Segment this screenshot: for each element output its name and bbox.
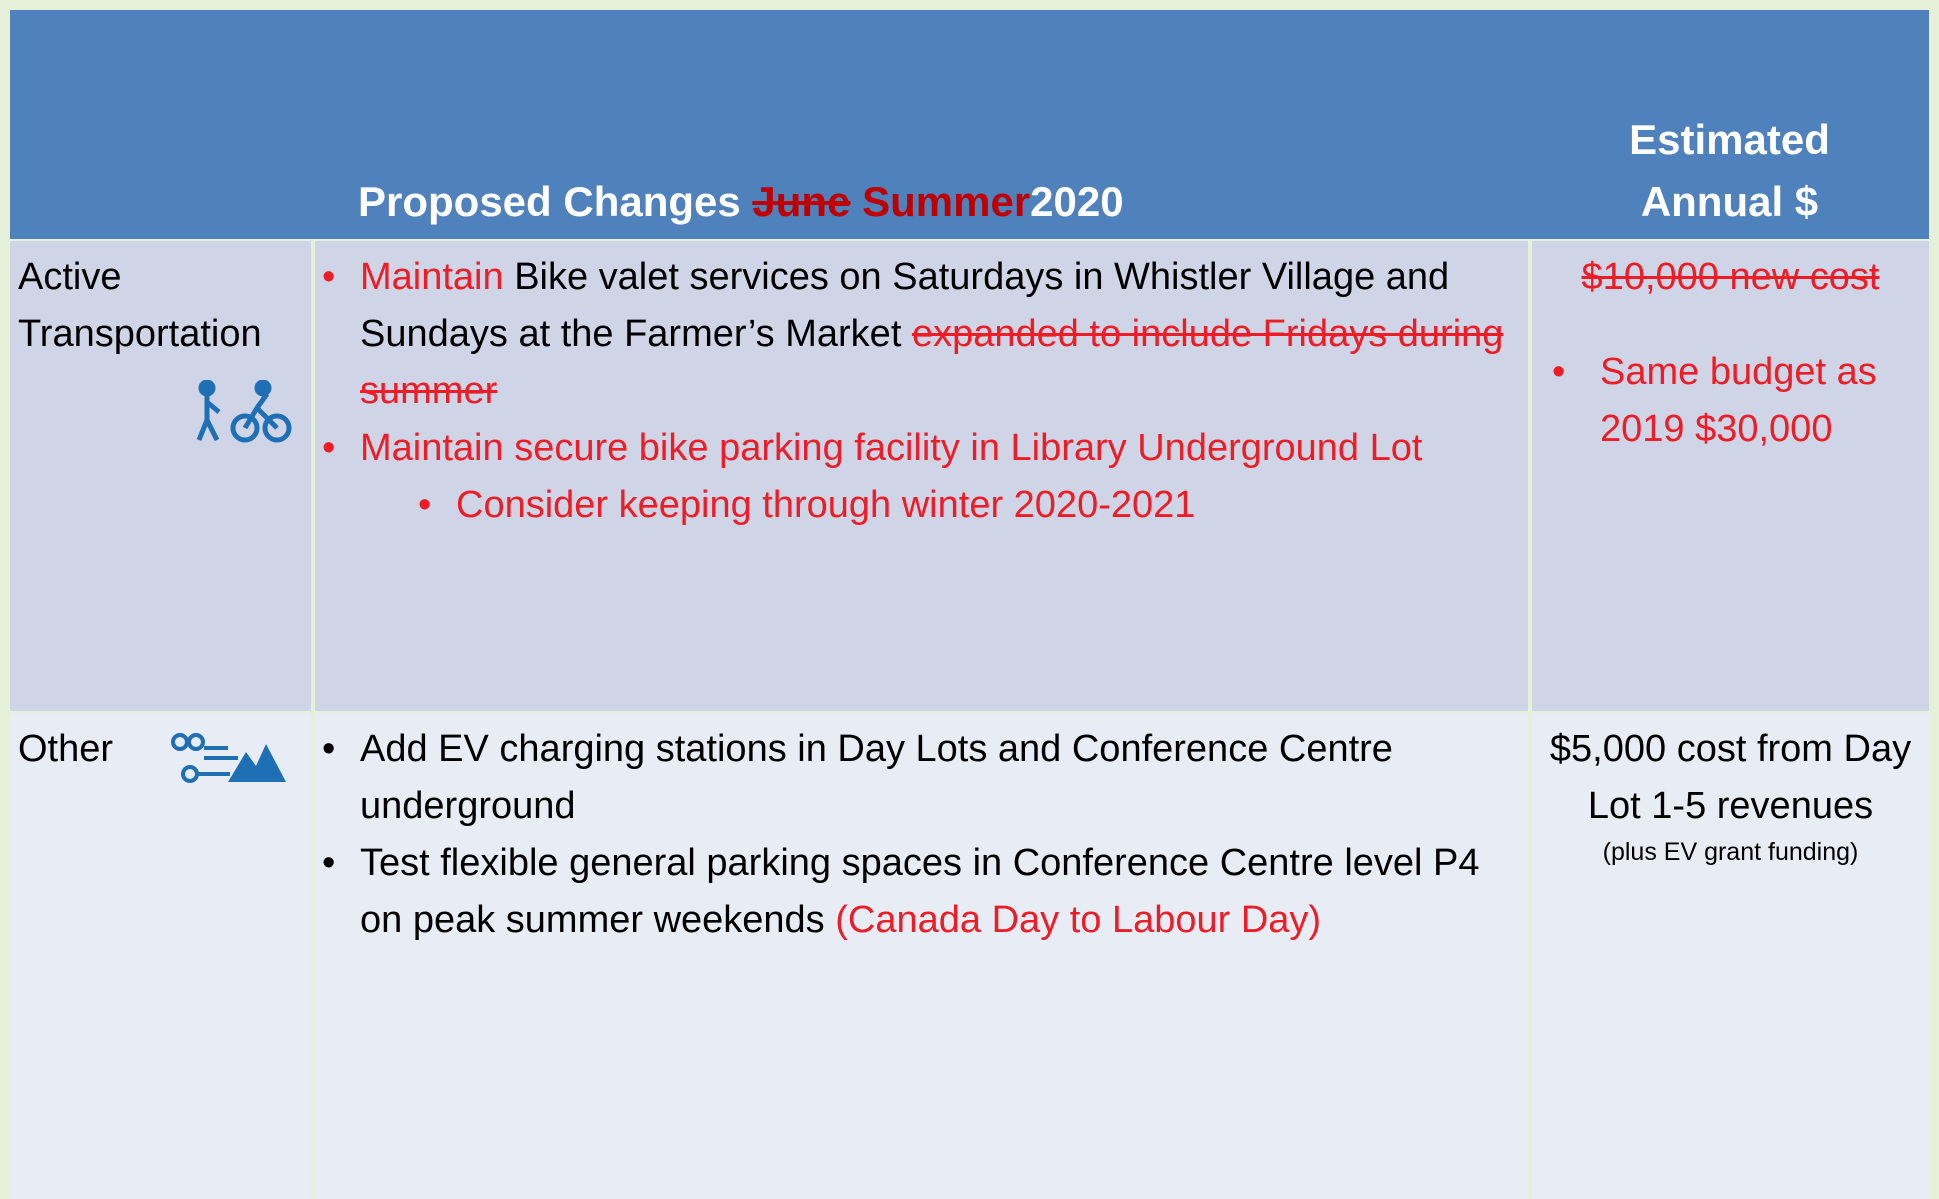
bullet: • — [322, 842, 336, 884]
changes-cell: • Maintain Bike valet services on Saturda… — [315, 241, 1528, 711]
category-cell: Other — [10, 713, 311, 1199]
bullet: • — [322, 427, 336, 469]
bullet: • — [322, 728, 336, 770]
changes-cell: • Add EV charging stations in Day Lots an… — [315, 713, 1528, 1199]
text-run: Add EV charging stations in Day Lots and… — [360, 728, 1393, 827]
text-run: Maintain secure bike parking facility in… — [360, 427, 1423, 469]
bullet-item: • Maintain secure bike parking facility i… — [322, 420, 1518, 477]
text-run: Bike valet services on Saturdays in Whis… — [360, 256, 1450, 355]
active-transport-icon — [196, 380, 292, 443]
text-run: expanded to include Fridays during summe… — [360, 313, 1504, 412]
text-run: (Canada Day to Labour Day) — [835, 899, 1322, 941]
bullet: • — [1552, 351, 1566, 393]
text-run: Test flexible general parking spaces in … — [360, 842, 1480, 941]
text-run: 2020 — [1030, 178, 1124, 225]
category-label: Other — [18, 728, 114, 770]
cost-item: (plus EV grant funding) — [1546, 835, 1915, 869]
bullet-item: • Consider keeping through winter 2020-20… — [418, 477, 1518, 534]
text-run: Consider keeping through winter 2020-202… — [456, 484, 1196, 526]
category-label: Active Transportation — [18, 256, 262, 355]
text-run: Estimated Annual $ — [1629, 116, 1830, 225]
text-run: $5,000 cost from Day Lot 1-5 revenues — [1549, 728, 1912, 827]
cost-item: $5,000 cost from Day Lot 1-5 revenues — [1546, 721, 1915, 835]
text-run: Proposed Changes — [358, 178, 753, 225]
bullet: • — [418, 484, 432, 526]
cost-item: $10,000 new cost — [1546, 249, 1915, 306]
cost-cell: $10,000 new cost • Same budget as 2019 $30… — [1532, 241, 1929, 711]
header-cell: Proposed Changes June Summer2020 — [313, 10, 1530, 239]
text-run: Summer — [850, 178, 1031, 225]
bullet: • — [322, 256, 336, 298]
bullet-item: • Test flexible general parking spaces in… — [322, 835, 1518, 949]
text-run: Same budget as 2019 $30,000 — [1600, 351, 1877, 450]
header-text: Proposed Changes June Summer2020 — [358, 171, 1124, 233]
text-run: (plus EV grant funding) — [1602, 838, 1859, 866]
header-cell — [10, 10, 313, 239]
cost-cell: $5,000 cost from Day Lot 1-5 revenues (pl… — [1532, 713, 1929, 1199]
bullet-item: • Maintain Bike valet services on Saturda… — [322, 249, 1518, 420]
header-cell: Estimated Annual $ — [1530, 10, 1929, 239]
header-text: Estimated Annual $ — [1570, 109, 1889, 233]
cost-item: • Same budget as 2019 $30,000 — [1546, 344, 1915, 458]
text-run: $10,000 new cost — [1581, 256, 1880, 298]
category-cell: Active Transportation — [10, 241, 311, 711]
text-run: Maintain — [360, 256, 504, 298]
other-icon — [171, 733, 286, 783]
bullet-item: • Add EV charging stations in Day Lots an… — [322, 721, 1518, 835]
text-run: June — [752, 178, 851, 225]
